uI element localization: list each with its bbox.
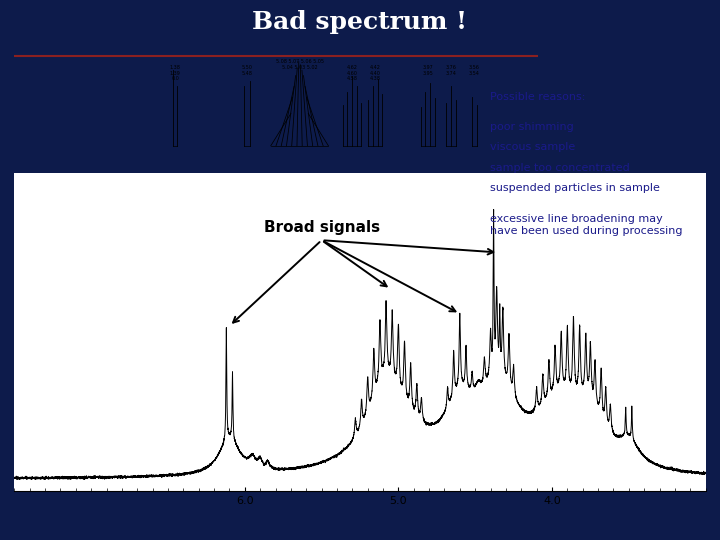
Text: Possible reasons:: Possible reasons: xyxy=(490,92,585,102)
Text: 5.08 5.07 5.06 5.05
5.04 5.03 5.02: 5.08 5.07 5.06 5.05 5.04 5.03 5.02 xyxy=(276,59,323,70)
Text: 3.76
3.74: 3.76 3.74 xyxy=(446,65,456,76)
Text: 5.50
5.48: 5.50 5.48 xyxy=(242,65,253,76)
Text: poor shimming: poor shimming xyxy=(490,122,573,132)
Text: sample too concentrated: sample too concentrated xyxy=(490,163,629,173)
Text: excessive line broadening may
have been used during processing: excessive line broadening may have been … xyxy=(490,214,682,236)
Text: Bad spectrum !: Bad spectrum ! xyxy=(253,10,467,33)
Text: viscous sample: viscous sample xyxy=(490,142,575,152)
Text: 4.62
4.60
4.58: 4.62 4.60 4.58 xyxy=(346,65,357,82)
Text: 3.97
3.95: 3.97 3.95 xyxy=(422,65,433,76)
Text: suspended particles in sample: suspended particles in sample xyxy=(490,183,660,193)
Text: 1.38
1.39
0.0: 1.38 1.39 0.0 xyxy=(170,65,181,82)
Text: Broad signals: Broad signals xyxy=(264,220,379,235)
Text: 4.42
4.40
4.38: 4.42 4.40 4.38 xyxy=(370,65,381,82)
Text: 3.56
3.54: 3.56 3.54 xyxy=(469,65,480,76)
